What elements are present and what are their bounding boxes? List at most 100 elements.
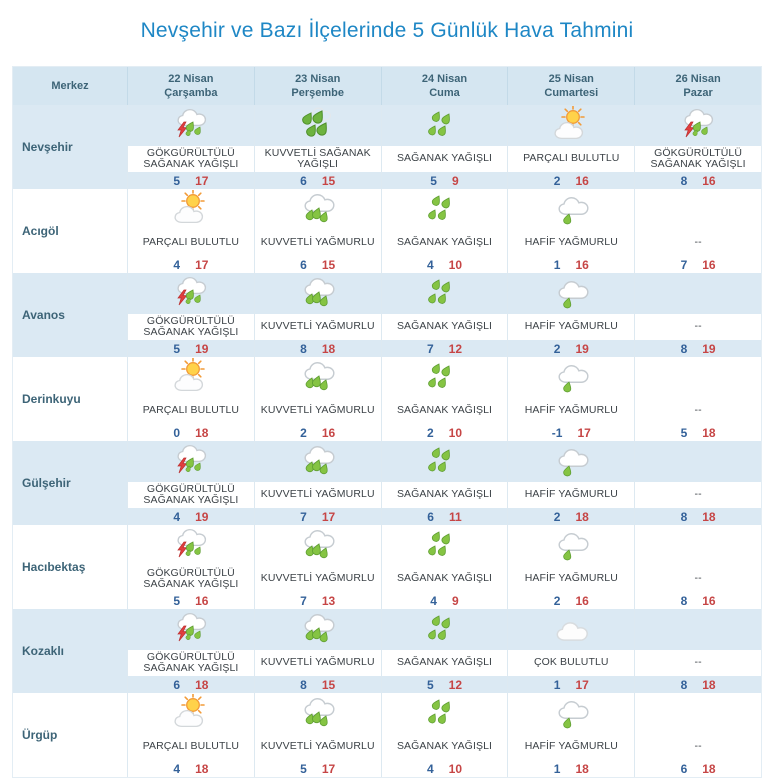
min-temp: 5 <box>300 761 307 776</box>
min-temp: 5 <box>173 341 181 356</box>
max-temp: 18 <box>702 677 716 692</box>
temps: 2 16 <box>508 592 634 609</box>
partly-cloudy-icon <box>169 693 213 734</box>
forecast-cell: KUVVETLİ YAĞMURLU 5 17 <box>253 693 381 777</box>
max-temp: 10 <box>448 257 463 272</box>
temps: 8 18 <box>635 508 761 525</box>
icon-band <box>381 273 508 314</box>
min-temp: -1 <box>551 425 563 440</box>
temps: 8 19 <box>635 340 761 357</box>
min-temp: 8 <box>680 593 688 608</box>
weather-desc: GÖKGÜRÜLTÜLÜ SAĞANAK YAĞIŞLI <box>128 566 254 592</box>
max-temp: 15 <box>321 173 336 188</box>
min-temp: 5 <box>426 677 434 692</box>
heavy-rain-icon <box>296 610 340 650</box>
max-temp: 19 <box>195 509 209 524</box>
forecast-cell: SAĞANAK YAĞIŞLI 7 12 <box>380 273 508 357</box>
forecast-cell: -- 5 18 <box>634 357 761 441</box>
max-temp: 18 <box>702 425 716 440</box>
forecast-cell: HAFİF YAĞMURLU -1 17 <box>507 357 635 441</box>
min-temp: 8 <box>680 341 688 356</box>
min-temp: 7 <box>680 257 688 272</box>
heavy-rain-icon <box>296 526 340 566</box>
header-date: 22 Nisan <box>168 73 214 85</box>
weather-desc: -- <box>635 734 761 760</box>
header-day-3: 25 Nisan Cumartesi <box>507 67 634 105</box>
icon-band <box>128 357 254 398</box>
max-temp: 15 <box>321 677 336 692</box>
forecast-cell: SAĞANAK YAĞIŞLI 2 10 <box>380 357 508 441</box>
max-temp: 17 <box>577 425 591 440</box>
icon-band <box>382 189 508 230</box>
heavy-shower-icon <box>296 106 340 146</box>
icon-band <box>508 609 635 650</box>
temps: 4 10 <box>382 256 508 273</box>
temps: 5 18 <box>635 424 761 441</box>
district-name: Hacıbektaş <box>22 560 86 574</box>
weather-desc: -- <box>635 398 761 424</box>
forecast-cell: SAĞANAK YAĞIŞLI 5 9 <box>380 105 508 189</box>
icon-band <box>128 693 254 734</box>
weather-desc: PARÇALI BULUTLU <box>128 398 254 424</box>
table-row: Ürgüp PARÇALI BULUTLU 4 18 KUVVETLİ YAĞMURLU… <box>13 693 761 777</box>
weather-desc: KUVVETLİ YAĞMURLU <box>254 230 381 256</box>
thunderstorm-icon <box>169 610 213 650</box>
temps: 7 17 <box>254 508 381 525</box>
max-temp: 19 <box>702 341 716 356</box>
weather-desc: GÖKGÜRÜLTÜLÜ SAĞANAK YAĞIŞLI <box>128 146 254 172</box>
max-temp: 10 <box>448 425 463 440</box>
icon-band <box>128 609 254 650</box>
temps: 4 17 <box>128 256 254 273</box>
heavy-rain-icon <box>296 358 340 398</box>
icon-band <box>254 105 381 146</box>
light-rain-icon <box>549 526 593 566</box>
icon-band <box>508 273 635 314</box>
icon-band <box>382 357 508 398</box>
min-temp: 2 <box>426 425 434 440</box>
table-row: Nevşehir GÖKGÜRÜLTÜLÜ SAĞANAK YAĞIŞLI 5 17 K… <box>13 105 761 189</box>
temps: 5 19 <box>128 340 254 357</box>
shower-icon <box>422 526 466 566</box>
light-rain-icon <box>549 358 593 398</box>
weather-desc: -- <box>635 650 761 676</box>
forecast-cell: HAFİF YAĞMURLU 1 18 <box>507 693 635 777</box>
forecast-cell: KUVVETLİ SAĞANAK YAĞIŞLI 6 15 <box>253 105 381 189</box>
min-temp: 7 <box>426 341 434 356</box>
icon-band <box>128 525 254 566</box>
max-temp: 17 <box>321 509 336 524</box>
icon-band <box>255 357 381 398</box>
weather-desc: SAĞANAK YAĞIŞLI <box>381 314 508 340</box>
weather-desc: SAĞANAK YAĞIŞLI <box>381 146 508 172</box>
partly-cloudy-icon <box>169 357 213 398</box>
weather-desc: HAFİF YAĞMURLU <box>508 230 635 256</box>
min-temp: 1 <box>553 677 561 692</box>
weather-desc: KUVVETLİ YAĞMURLU <box>254 314 381 340</box>
icon-band <box>254 273 381 314</box>
forecast-cell: KUVVETLİ YAĞMURLU 6 15 <box>253 189 381 273</box>
forecast-cell: SAĞANAK YAĞIŞLI 6 11 <box>380 441 508 525</box>
max-temp: 17 <box>321 761 336 776</box>
shower-icon <box>422 358 466 398</box>
max-temp: 13 <box>321 593 336 608</box>
thunderstorm-icon <box>169 274 213 314</box>
temps: 8 16 <box>635 592 761 609</box>
weather-desc: -- <box>635 314 761 340</box>
min-temp: 2 <box>553 509 561 524</box>
min-temp: 8 <box>680 173 688 188</box>
heavy-rain-icon <box>296 274 340 314</box>
icon-band <box>635 609 761 650</box>
temps: 4 19 <box>128 508 254 525</box>
table-row: Avanos GÖKGÜRÜLTÜLÜ SAĞANAK YAĞIŞLI 5 19 KUV… <box>13 273 761 357</box>
temps: 6 15 <box>254 172 381 189</box>
header-date: 25 Nisan <box>548 73 594 85</box>
forecast-cell: GÖKGÜRÜLTÜLÜ SAĞANAK YAĞIŞLI 5 16 <box>127 525 254 609</box>
temps: 7 16 <box>635 256 761 273</box>
header-weekday: Cumartesi <box>544 87 599 99</box>
icon-band <box>128 105 254 146</box>
forecast-cell: KUVVETLİ YAĞMURLU 8 18 <box>253 273 381 357</box>
temps: 6 11 <box>381 508 508 525</box>
min-temp: 4 <box>430 593 437 608</box>
weather-desc: PARÇALI BULUTLU <box>508 146 635 172</box>
table-row: Kozaklı GÖKGÜRÜLTÜLÜ SAĞANAK YAĞIŞLI 6 18 KU… <box>13 609 761 693</box>
